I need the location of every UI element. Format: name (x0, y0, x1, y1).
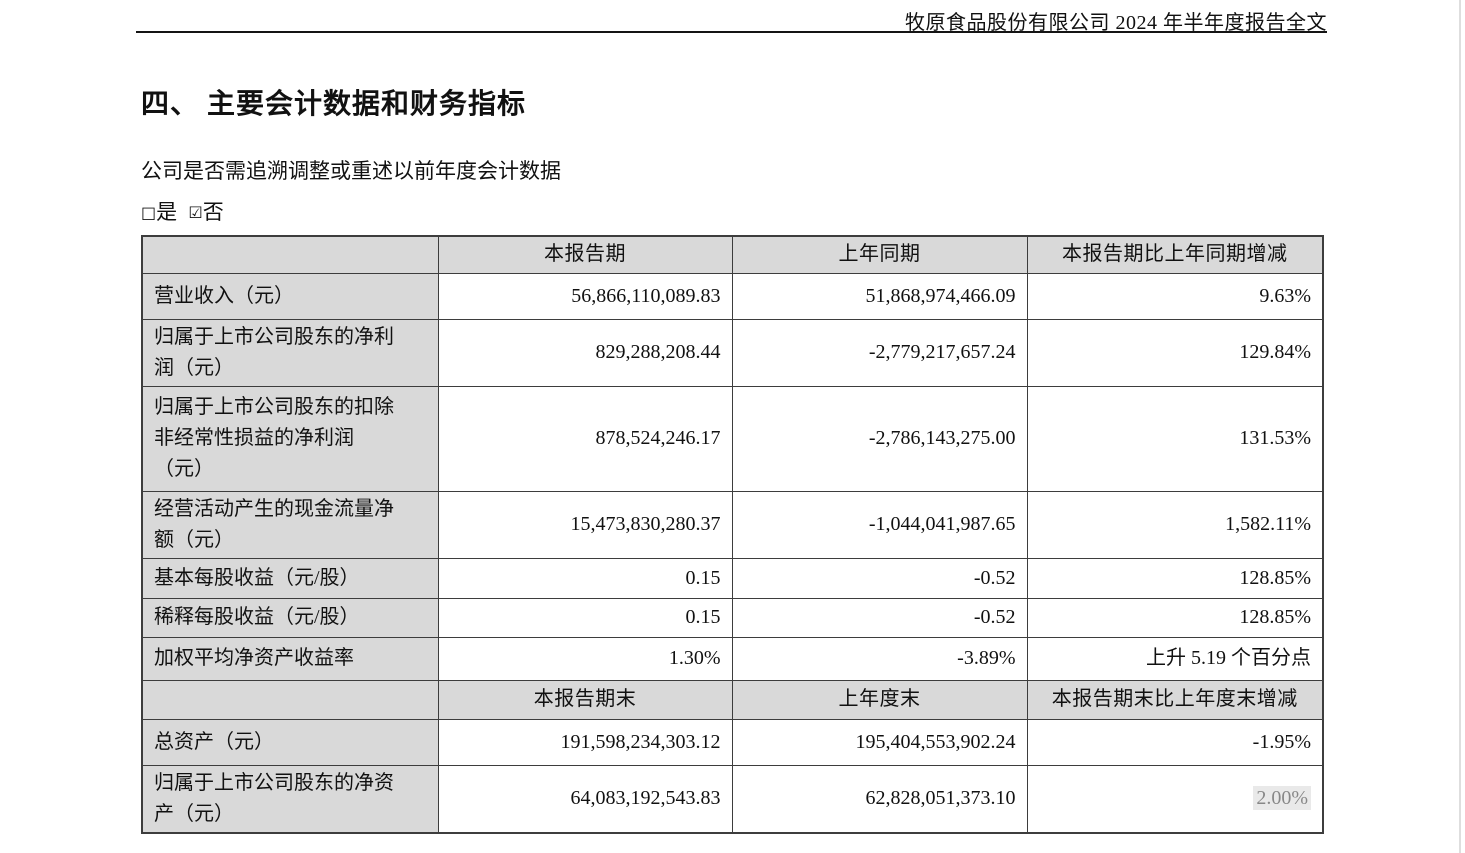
checkbox-yes-label: 是 (156, 200, 178, 224)
value-current: 1.30% (437, 636, 733, 681)
row-label: 营业收入（元） (141, 272, 439, 320)
col-header-blank (141, 679, 439, 720)
value-change-faded: 2.00% (1026, 764, 1324, 833)
section-title: 四、 主要会计数据和财务指标 (141, 89, 527, 120)
value-current: 878,524,246.17 (437, 385, 733, 492)
value-change: 上升 5.19 个百分点 (1026, 636, 1324, 681)
checkbox-yes: □是 (141, 200, 177, 224)
col-header-prior-period: 上年同期 (731, 235, 1028, 274)
value-prior: -0.52 (731, 557, 1028, 599)
table-row-total-assets: 总资产（元） 191,598,234,303.12 195,404,553,90… (141, 718, 1324, 766)
value-prior: 62,828,051,373.10 (731, 764, 1028, 833)
row-label: 归属于上市公司股东的净资产（元） (141, 764, 439, 833)
page-edge-line (1459, 0, 1461, 853)
checkbox-no-label: 否 (202, 200, 224, 224)
financial-indicators-table: 本报告期 上年同期 本报告期比上年同期增减 营业收入（元） 56,866,110… (141, 235, 1324, 834)
row-label: 经营活动产生的现金流量净额（元） (141, 490, 439, 559)
table-row-net-profit-deducted: 归属于上市公司股东的扣除非经常性损益的净利润（元） 878,524,246.17… (141, 385, 1324, 492)
checkbox-checked-icon: ☑ (188, 203, 203, 222)
value-change: 9.63% (1026, 272, 1324, 320)
table-row-net-assets: 归属于上市公司股东的净资产（元） 64,083,192,543.83 62,82… (141, 764, 1324, 833)
value-prior: -1,044,041,987.65 (731, 490, 1028, 559)
value-change: -1.95% (1026, 718, 1324, 766)
value-current: 0.15 (437, 597, 733, 638)
col-header-prior-year-end: 上年度末 (731, 679, 1028, 720)
table-row-net-profit: 归属于上市公司股东的净利润（元） 829,288,208.44 -2,779,2… (141, 318, 1324, 387)
value-prior: 195,404,553,902.24 (731, 718, 1028, 766)
value-current: 56,866,110,089.83 (437, 272, 733, 320)
value-change: 1,582.11% (1026, 490, 1324, 559)
col-header-blank (141, 235, 439, 274)
checkbox-no: ☑否 (188, 200, 223, 224)
row-label: 加权平均净资产收益率 (141, 636, 439, 681)
value-change: 128.85% (1026, 557, 1324, 599)
value-prior: -2,786,143,275.00 (731, 385, 1028, 492)
col-header-period-change: 本报告期比上年同期增减 (1026, 235, 1324, 274)
col-header-period-end-change: 本报告期末比上年度末增减 (1026, 679, 1324, 720)
value-prior: -2,779,217,657.24 (731, 318, 1028, 387)
col-header-current-period: 本报告期 (437, 235, 733, 274)
value-current: 15,473,830,280.37 (437, 490, 733, 559)
report-header: 牧原食品股份有限公司 2024 年半年度报告全文 (136, 6, 1327, 35)
value-change: 131.53% (1026, 385, 1324, 492)
row-label: 归属于上市公司股东的扣除非经常性损益的净利润（元） (141, 385, 439, 492)
table-row-operating-cash-flow: 经营活动产生的现金流量净额（元） 15,473,830,280.37 -1,04… (141, 490, 1324, 559)
value-prior: -3.89% (731, 636, 1028, 681)
value-current: 0.15 (437, 557, 733, 599)
report-header-title: 牧原食品股份有限公司 2024 年半年度报告全文 (905, 12, 1327, 34)
value-change: 128.85% (1026, 597, 1324, 638)
value-current: 191,598,234,303.12 (437, 718, 733, 766)
restatement-question: 公司是否需追溯调整或重述以前年度会计数据 (141, 159, 561, 183)
table-row-weighted-roe: 加权平均净资产收益率 1.30% -3.89% 上升 5.19 个百分点 (141, 636, 1324, 681)
value-change: 129.84% (1026, 318, 1324, 387)
value-current: 829,288,208.44 (437, 318, 733, 387)
row-label: 基本每股收益（元/股） (141, 557, 439, 599)
table-row-revenue: 营业收入（元） 56,866,110,089.83 51,868,974,466… (141, 272, 1324, 320)
table-header-row-period: 本报告期 上年同期 本报告期比上年同期增减 (141, 235, 1324, 274)
value-prior: -0.52 (731, 597, 1028, 638)
row-label: 总资产（元） (141, 718, 439, 766)
row-label: 稀释每股收益（元/股） (141, 597, 439, 638)
checkbox-unchecked-icon: □ (141, 203, 157, 222)
col-header-current-period-end: 本报告期末 (437, 679, 733, 720)
table-row-diluted-eps: 稀释每股收益（元/股） 0.15 -0.52 128.85% (141, 597, 1324, 638)
restatement-checkboxes: □是 ☑否 (141, 196, 230, 226)
value-current: 64,083,192,543.83 (437, 764, 733, 833)
value-prior: 51,868,974,466.09 (731, 272, 1028, 320)
row-label: 归属于上市公司股东的净利润（元） (141, 318, 439, 387)
header-rule (136, 31, 1327, 33)
table-row-basic-eps: 基本每股收益（元/股） 0.15 -0.52 128.85% (141, 557, 1324, 599)
table-header-row-period-end: 本报告期末 上年度末 本报告期末比上年度末增减 (141, 679, 1324, 720)
